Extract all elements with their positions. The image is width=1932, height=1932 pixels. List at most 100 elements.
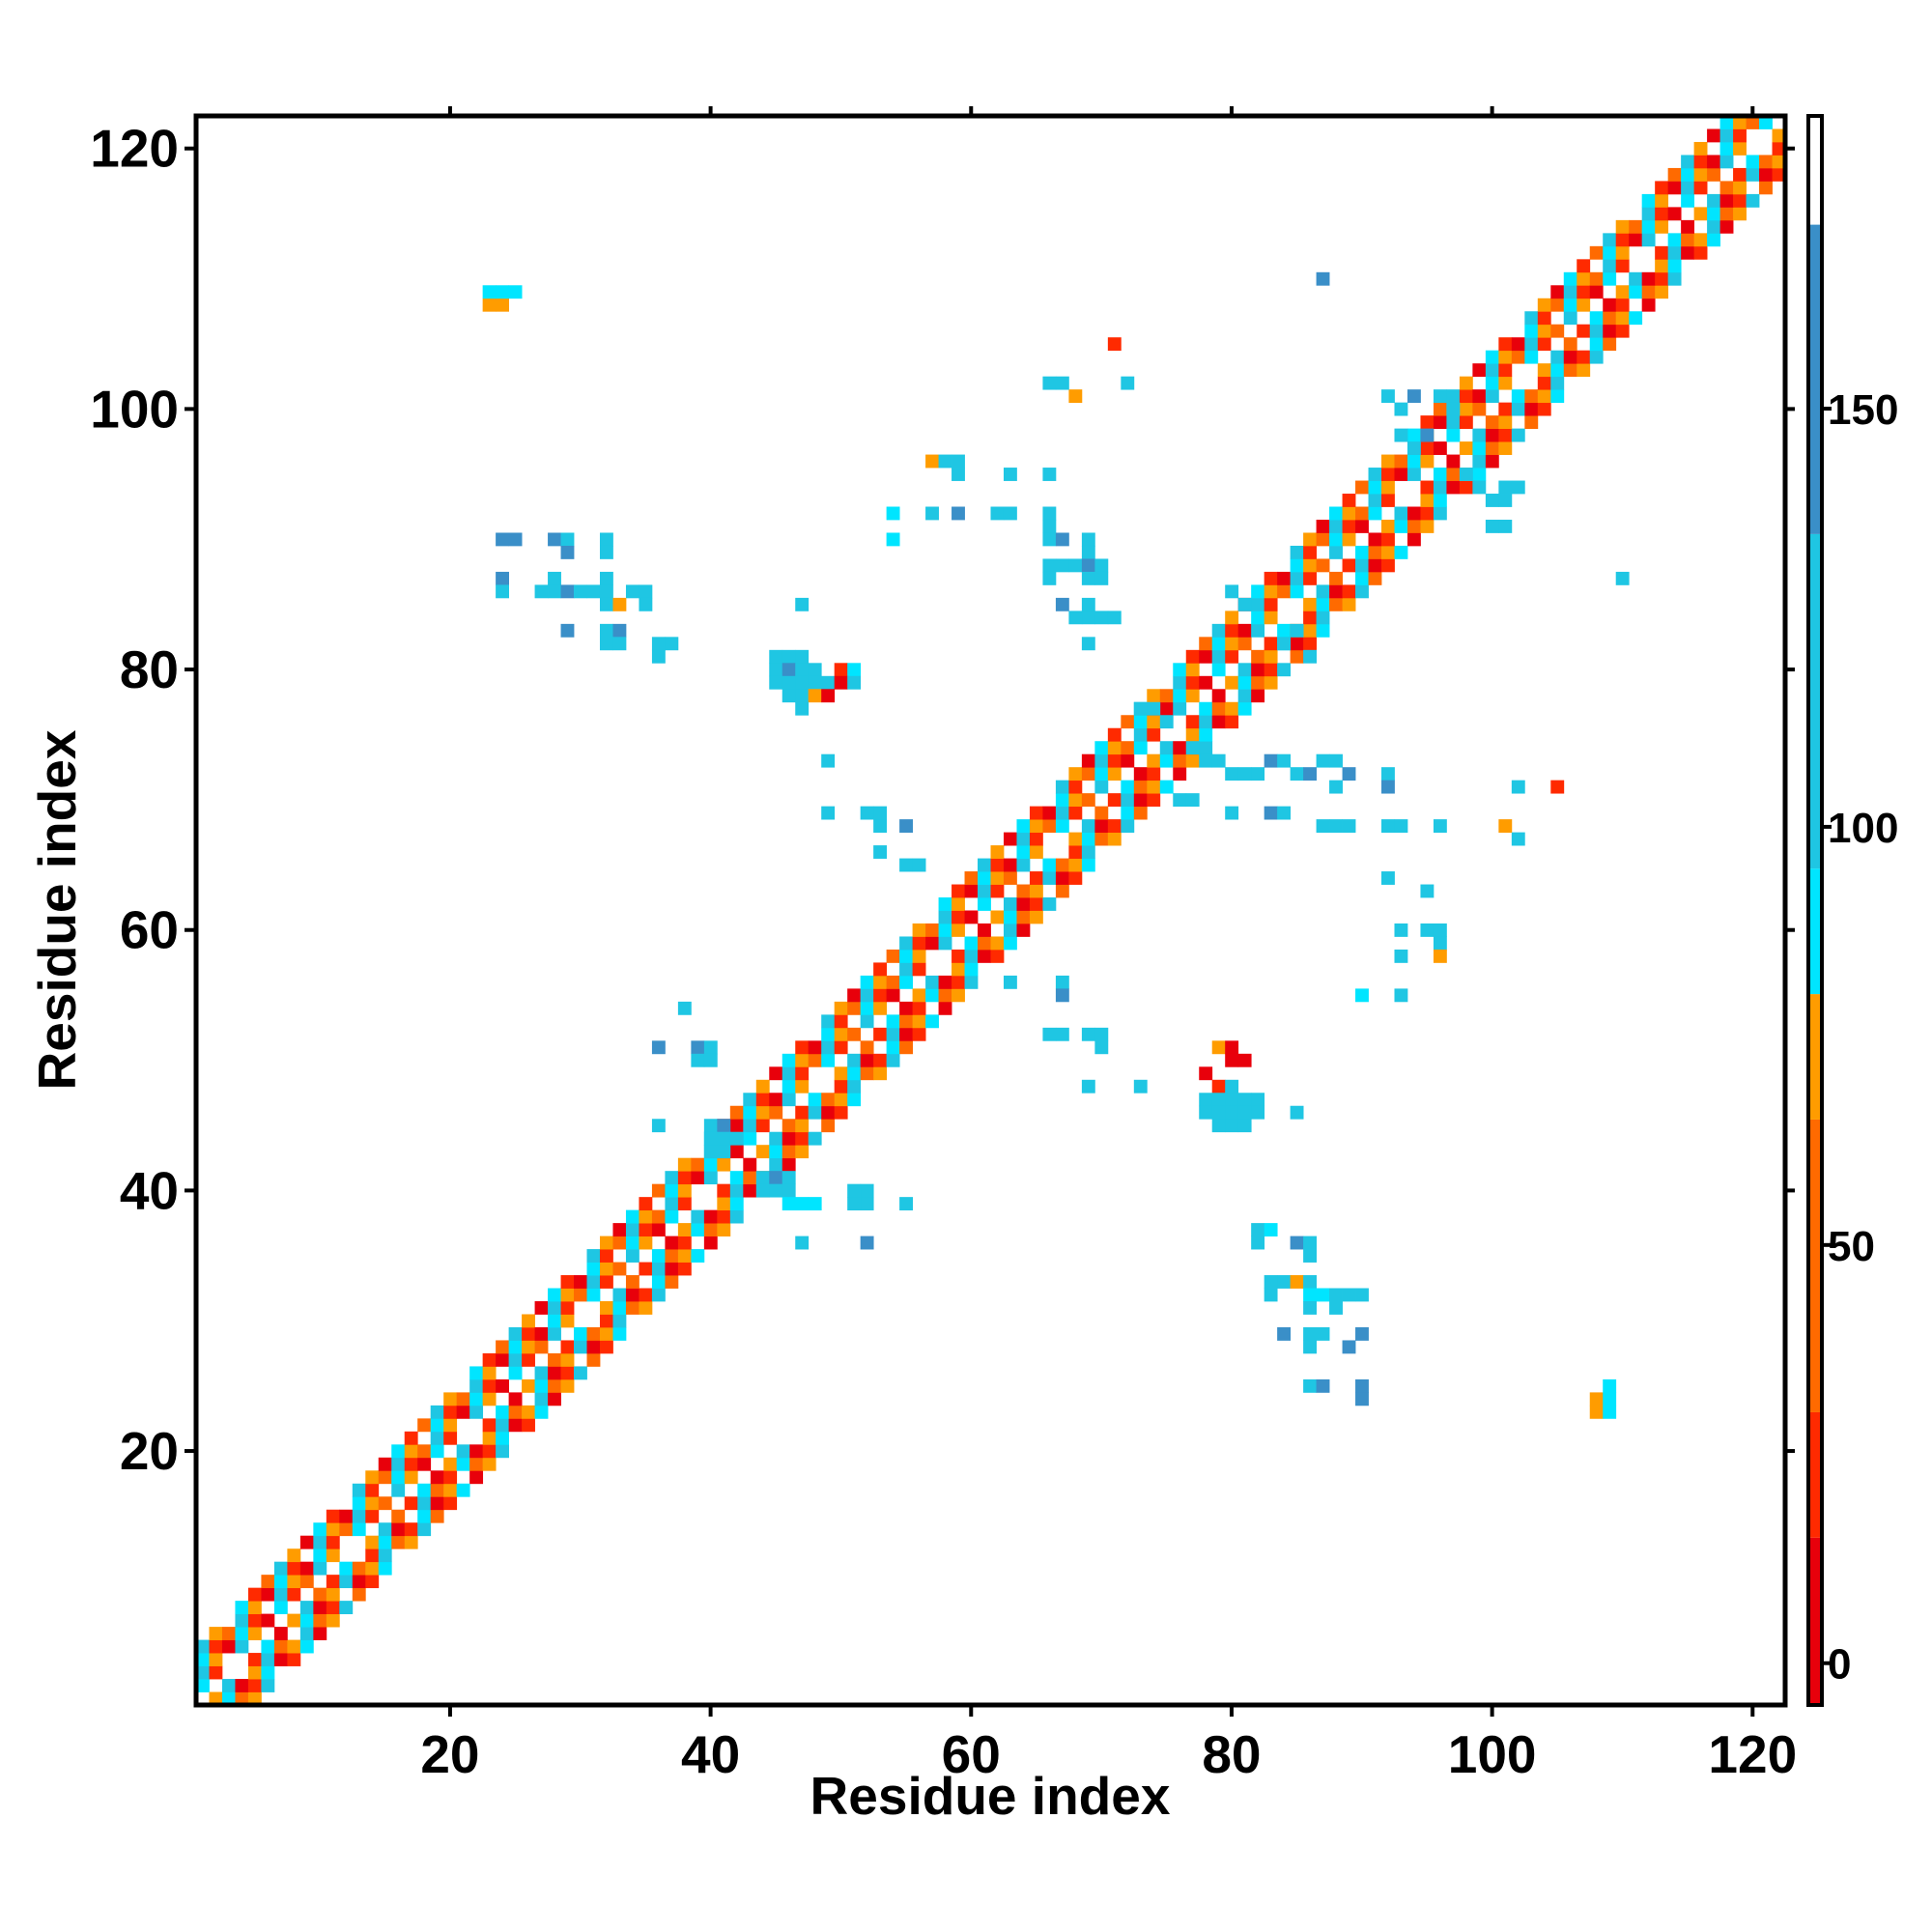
heatmap-cell: [781, 1093, 796, 1107]
heatmap-cell: [1211, 649, 1226, 664]
heatmap-cell: [899, 936, 913, 951]
heatmap-cell: [235, 1639, 249, 1654]
heatmap-cell: [1251, 611, 1265, 625]
heatmap-cell: [586, 1326, 601, 1341]
heatmap-cell: [560, 1378, 575, 1393]
heatmap-cell: [1406, 519, 1421, 533]
heatmap-cell: [196, 1679, 210, 1692]
heatmap-cell: [1211, 1119, 1226, 1133]
heatmap-cell: [1316, 584, 1330, 599]
heatmap-cell: [299, 1639, 314, 1654]
heatmap-cell: [496, 571, 509, 585]
heatmap-cell: [443, 1470, 458, 1485]
heatmap-cell: [1029, 910, 1043, 924]
heatmap-cell: [808, 1053, 822, 1067]
heatmap-cell: [1199, 1105, 1213, 1120]
heatmap-cell: [482, 1457, 497, 1471]
heatmap-cell: [1446, 454, 1461, 469]
heatmap-cell: [287, 1561, 301, 1576]
heatmap-cell: [1524, 402, 1539, 416]
heatmap-cell: [443, 1392, 458, 1406]
heatmap-cell: [430, 1496, 444, 1511]
heatmap-cell: [273, 1601, 288, 1615]
heatmap-cell: [1406, 389, 1421, 404]
heatmap-cell: [1498, 337, 1513, 352]
heatmap-cell: [378, 1548, 392, 1563]
heatmap-cell: [1746, 155, 1760, 169]
heatmap-cell: [1537, 337, 1551, 352]
heatmap-cell: [443, 1483, 458, 1497]
heatmap-cell: [1667, 271, 1682, 286]
heatmap-cell: [1042, 571, 1057, 585]
heatmap-cell: [912, 1027, 926, 1041]
heatmap-cell: [1277, 1326, 1292, 1341]
heatmap-cell: [560, 545, 575, 559]
heatmap-cell: [273, 1587, 288, 1602]
heatmap-cell: [1524, 350, 1539, 364]
heatmap-cell: [795, 675, 810, 690]
heatmap-cell: [1772, 167, 1786, 182]
heatmap-cell: [599, 1275, 613, 1289]
heatmap-cell: [1459, 402, 1473, 416]
heatmap-cell: [299, 1561, 314, 1576]
heatmap-cell: [1329, 584, 1343, 599]
heatmap-cell: [404, 1431, 418, 1445]
heatmap-cell: [1303, 1275, 1317, 1289]
heatmap-cell: [1524, 389, 1539, 404]
heatmap-cell: [808, 1197, 822, 1211]
heatmap-cell: [1759, 181, 1773, 195]
heatmap-cell: [1603, 1392, 1617, 1406]
heatmap-cell: [899, 1197, 913, 1211]
heatmap-cell: [1719, 116, 1734, 129]
heatmap-cell: [677, 1171, 692, 1185]
heatmap-cell: [1381, 454, 1395, 469]
heatmap-cell: [1406, 428, 1421, 442]
heatmap-cell: [1472, 441, 1487, 455]
heatmap-cell: [1498, 363, 1513, 378]
heatmap-cell: [1016, 910, 1031, 924]
heatmap-cell: [313, 1613, 327, 1628]
heatmap-cell: [430, 1405, 444, 1419]
heatmap-cell: [1511, 337, 1525, 352]
heatmap-cell: [677, 1157, 692, 1172]
heatmap-cell: [560, 1314, 575, 1328]
heatmap-cell: [795, 597, 810, 611]
heatmap-cell: [326, 1613, 340, 1628]
heatmap-cell: [1133, 715, 1148, 729]
heatmap-cell: [1068, 858, 1083, 872]
heatmap-cell: [235, 1601, 249, 1615]
heatmap-cell: [1589, 285, 1604, 299]
heatmap-cell: [1159, 689, 1174, 703]
heatmap-cell: [417, 1496, 432, 1511]
heatmap-cell: [1681, 219, 1695, 234]
heatmap-cell: [496, 1431, 509, 1445]
heatmap-cell: [443, 1496, 458, 1511]
heatmap-cell: [1498, 819, 1513, 833]
heatmap-cell: [1629, 233, 1643, 247]
heatmap-cell: [378, 1561, 392, 1576]
heatmap-cell: [860, 1040, 874, 1055]
heatmap-cell: [326, 1548, 340, 1563]
heatmap-cell: [1251, 767, 1265, 781]
heatmap-cell: [1068, 558, 1083, 573]
heatmap-cell: [912, 949, 926, 963]
heatmap-cell: [261, 1679, 275, 1692]
heatmap-cell: [1277, 663, 1292, 677]
heatmap-cell: [952, 910, 965, 924]
heatmap-cell: [599, 597, 613, 611]
heatmap-cell: [1225, 611, 1239, 625]
heatmap-cell: [691, 1053, 705, 1067]
heatmap-cell: [938, 923, 952, 937]
heatmap-cell: [729, 1105, 744, 1120]
heatmap-cell: [496, 1444, 509, 1459]
heatmap-cell: [1603, 245, 1617, 260]
heatmap-cell: [534, 1405, 549, 1419]
heatmap-cell: [1707, 193, 1720, 208]
heatmap-cell: [1237, 767, 1252, 781]
heatmap-cell: [781, 663, 796, 677]
heatmap-cell: [496, 1378, 509, 1393]
x-tick-label: 100: [1448, 1724, 1537, 1784]
heatmap-cell: [1159, 701, 1174, 716]
heatmap-cell: [1733, 193, 1747, 208]
x-tick-label: 40: [681, 1724, 740, 1784]
